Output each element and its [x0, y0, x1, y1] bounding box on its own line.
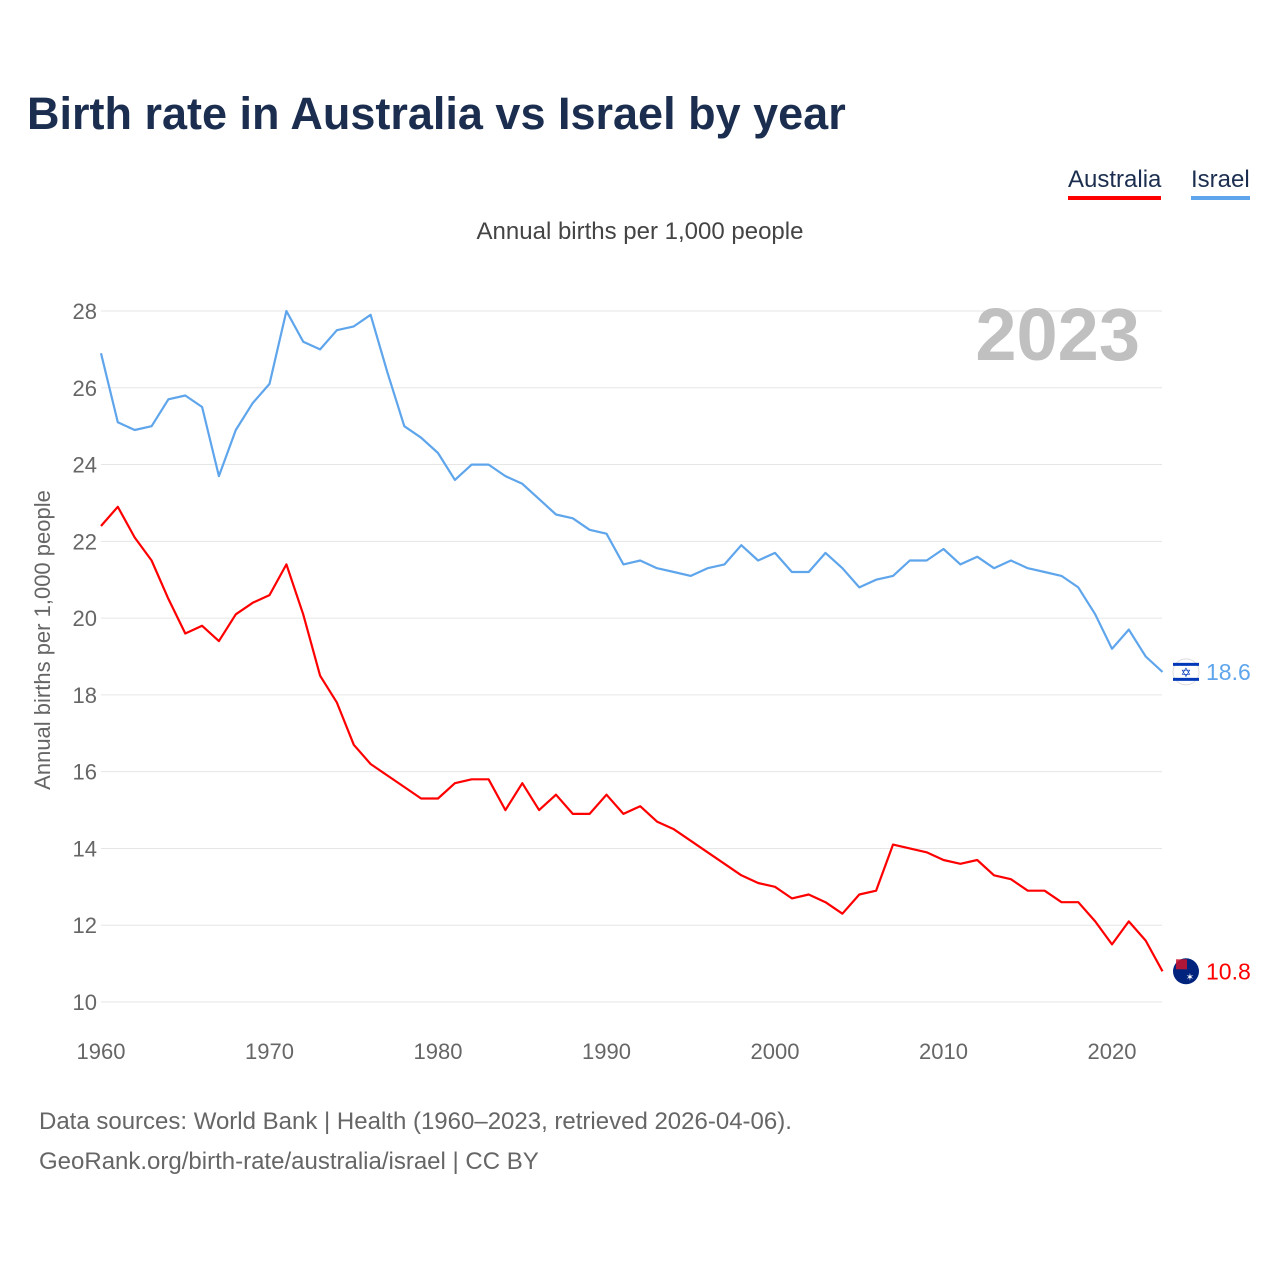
- footer-link[interactable]: GeoRank.org/birth-rate/australia/israel …: [39, 1148, 539, 1175]
- x-tick-label: 1980: [414, 1039, 463, 1064]
- legend-israel[interactable]: Israel: [1191, 166, 1250, 200]
- x-tick-label: 2010: [919, 1039, 968, 1064]
- y-tick-label: 18: [73, 683, 97, 708]
- x-tick-label: 2000: [751, 1039, 800, 1064]
- y-tick-label: 22: [73, 529, 97, 554]
- y-tick-label: 26: [73, 376, 97, 401]
- australia-flag-icon: ✶: [1173, 958, 1199, 985]
- legend-australia[interactable]: Australia: [1068, 166, 1162, 200]
- end-value-label-israel: 18.6: [1206, 659, 1251, 685]
- y-tick-label: 28: [73, 299, 97, 324]
- year-watermark: 2023: [975, 293, 1140, 376]
- y-tick-label: 16: [73, 760, 97, 785]
- chart-subtitle: Annual births per 1,000 people: [476, 218, 804, 245]
- x-tick-label: 1960: [77, 1039, 126, 1064]
- svg-text:✶: ✶: [1186, 972, 1194, 983]
- y-tick-label: 24: [73, 453, 97, 478]
- footer-sources: Data sources: World Bank | Health (1960–…: [39, 1108, 792, 1135]
- y-axis-label: Annual births per 1,000 people: [30, 490, 55, 790]
- x-tick-label: 2020: [1088, 1039, 1137, 1064]
- y-tick-label: 12: [73, 913, 97, 938]
- end-value-label-australia: 10.8: [1206, 958, 1251, 984]
- israel-flag-icon: ✡: [1172, 658, 1200, 686]
- x-tick-label: 1990: [582, 1039, 631, 1064]
- x-tick-label: 1970: [245, 1039, 294, 1064]
- series-line-australia: [100, 505, 1164, 972]
- series-line-israel: [99, 309, 1164, 673]
- y-tick-label: 20: [73, 606, 97, 631]
- y-tick-label: 14: [73, 836, 97, 861]
- y-tick-label: 10: [73, 990, 97, 1015]
- chart-title: Birth rate in Australia vs Israel by yea…: [27, 88, 846, 139]
- svg-text:✡: ✡: [1181, 666, 1192, 681]
